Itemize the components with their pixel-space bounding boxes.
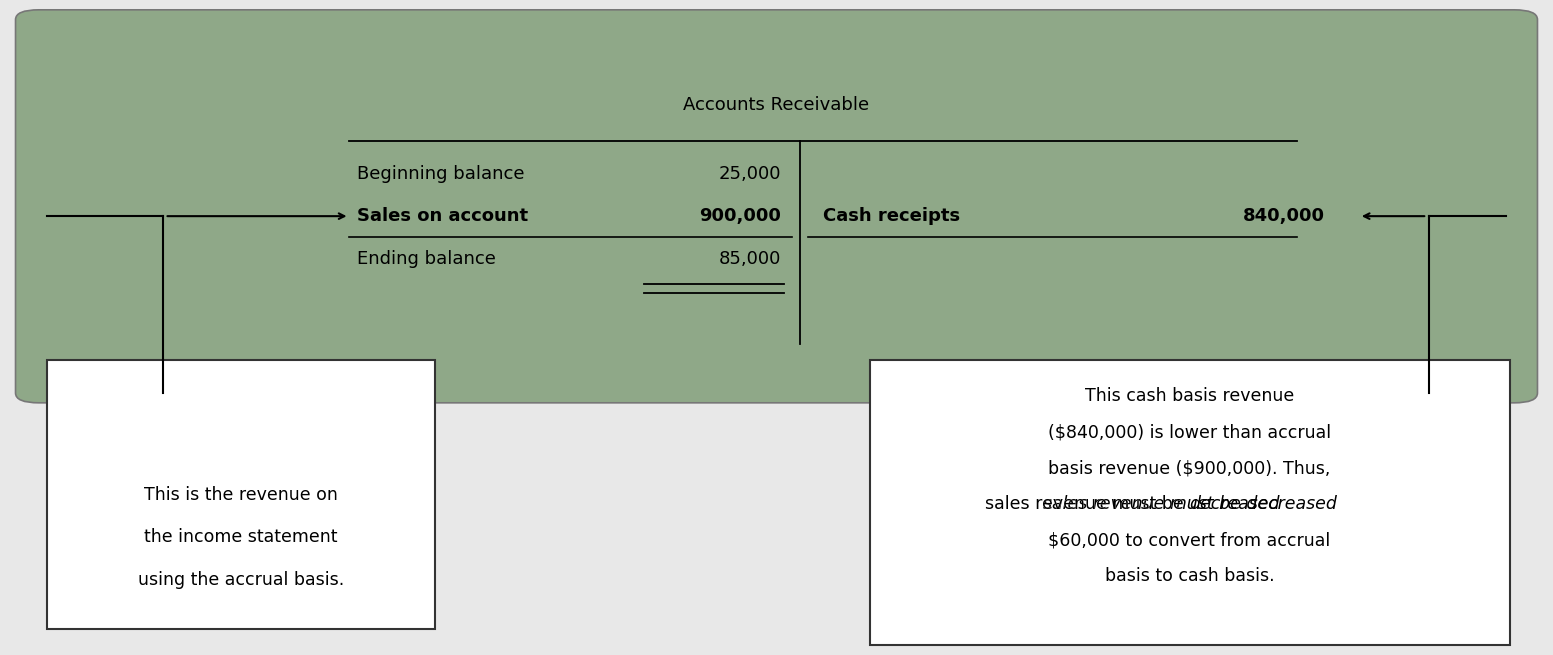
Text: sales revenue must be: sales revenue must be [985,495,1190,514]
Text: ($840,000) is lower than accrual: ($840,000) is lower than accrual [1048,423,1331,441]
FancyBboxPatch shape [870,360,1510,645]
Text: sales revenue must be decreased: sales revenue must be decreased [1042,495,1337,514]
Text: the income statement: the income statement [144,528,337,546]
Text: $60,000 to convert from accrual: $60,000 to convert from accrual [1048,531,1331,550]
Text: Accounts Receivable: Accounts Receivable [683,96,870,114]
Text: Cash receipts: Cash receipts [823,207,960,225]
FancyBboxPatch shape [16,10,1537,403]
Text: basis revenue ($900,000). Thus,: basis revenue ($900,000). Thus, [1048,459,1331,477]
Text: Sales on account: Sales on account [357,207,528,225]
Text: 25,000: 25,000 [719,164,781,183]
Text: decreased: decreased [1190,495,1280,514]
Text: 900,000: 900,000 [699,207,781,225]
FancyBboxPatch shape [47,360,435,629]
Text: 840,000: 840,000 [1242,207,1325,225]
Text: 85,000: 85,000 [719,250,781,268]
Text: Ending balance: Ending balance [357,250,495,268]
Text: sales revenue must be: sales revenue must be [985,495,1190,514]
Text: basis to cash basis.: basis to cash basis. [1104,567,1275,586]
Text: This cash basis revenue: This cash basis revenue [1086,387,1294,405]
Text: Beginning balance: Beginning balance [357,164,525,183]
Text: This is the revenue on: This is the revenue on [144,485,337,504]
Text: using the accrual basis.: using the accrual basis. [138,571,343,589]
